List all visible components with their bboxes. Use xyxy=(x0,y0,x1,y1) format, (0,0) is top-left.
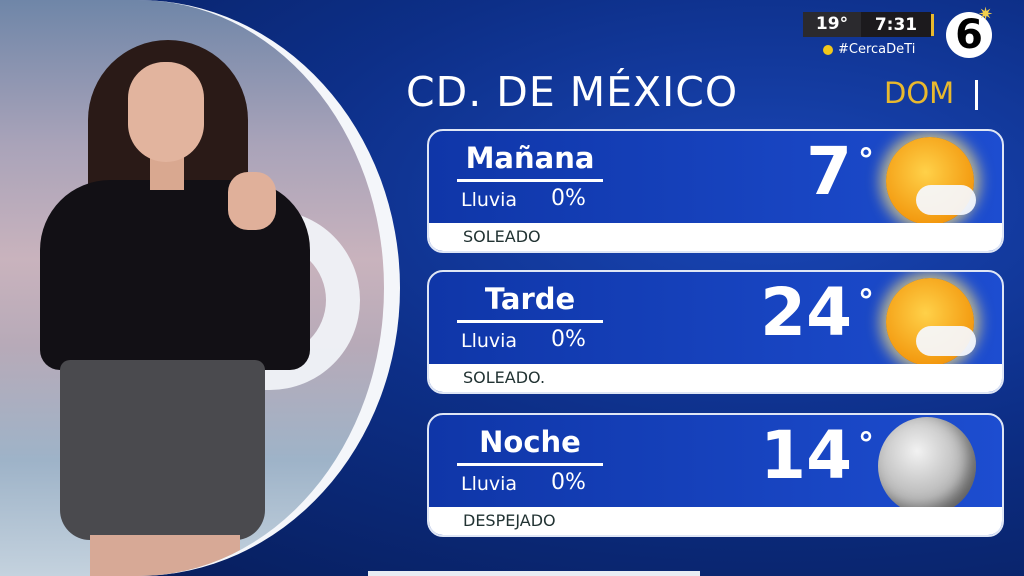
dot-icon xyxy=(823,44,833,55)
temperature: 14 xyxy=(760,417,852,494)
condition: SOLEADO. xyxy=(429,364,1002,392)
divider xyxy=(975,80,978,110)
rain-label: Lluvia xyxy=(461,330,518,352)
current-temp: 19° xyxy=(803,12,861,37)
presenter-video xyxy=(0,0,400,576)
degree-symbol: ° xyxy=(858,282,874,320)
temperature: 7 xyxy=(806,133,852,210)
rain-value: 0% xyxy=(551,186,586,211)
hashtag-text: #CercaDeTi xyxy=(838,42,916,57)
divider xyxy=(931,14,934,36)
sparkle-icon: ✷ xyxy=(978,4,994,25)
presenter-hand xyxy=(228,172,276,230)
presenter-skirt xyxy=(60,360,265,540)
rain-row: Lluvia 0% xyxy=(461,327,586,352)
forecast-card-afternoon: Tarde Lluvia 0% 24 ° SOLEADO. xyxy=(427,270,1004,394)
rain-row: Lluvia 0% xyxy=(461,470,586,495)
period-label: Tarde xyxy=(457,282,603,323)
rain-label: Lluvia xyxy=(461,189,518,211)
condition: DESPEJADO xyxy=(429,507,1002,535)
hashtag: #CercaDeTi xyxy=(823,42,915,57)
rain-value: 0% xyxy=(551,470,586,495)
channel-logo-text: 6 xyxy=(955,12,983,58)
day-label: DOM xyxy=(884,76,955,110)
cloud-icon xyxy=(916,185,976,215)
rain-value: 0% xyxy=(551,327,586,352)
temp-time-bar: 19° 7:31 xyxy=(803,12,931,37)
temperature: 24 xyxy=(760,274,852,351)
degree-symbol: ° xyxy=(858,141,874,179)
period-label: Mañana xyxy=(457,141,603,182)
condition: SOLEADO xyxy=(429,223,1002,251)
current-time: 7:31 xyxy=(874,14,918,35)
rain-label: Lluvia xyxy=(461,473,518,495)
city-title: CD. DE MÉXICO xyxy=(406,68,739,116)
cloud-icon xyxy=(916,326,976,356)
presenter-face xyxy=(128,62,204,162)
presenter-legs xyxy=(90,535,240,576)
moon-icon xyxy=(878,417,976,515)
forecast-card-morning: Mañana Lluvia 0% 7 ° SOLEADO xyxy=(427,129,1004,253)
period-label: Noche xyxy=(457,425,603,466)
degree-symbol: ° xyxy=(858,425,874,463)
forecast-card-night: Noche Lluvia 0% 14 ° DESPEJADO xyxy=(427,413,1004,537)
channel-logo: 6 xyxy=(946,12,992,58)
rain-row: Lluvia 0% xyxy=(461,186,586,211)
bottom-bar xyxy=(368,571,700,576)
